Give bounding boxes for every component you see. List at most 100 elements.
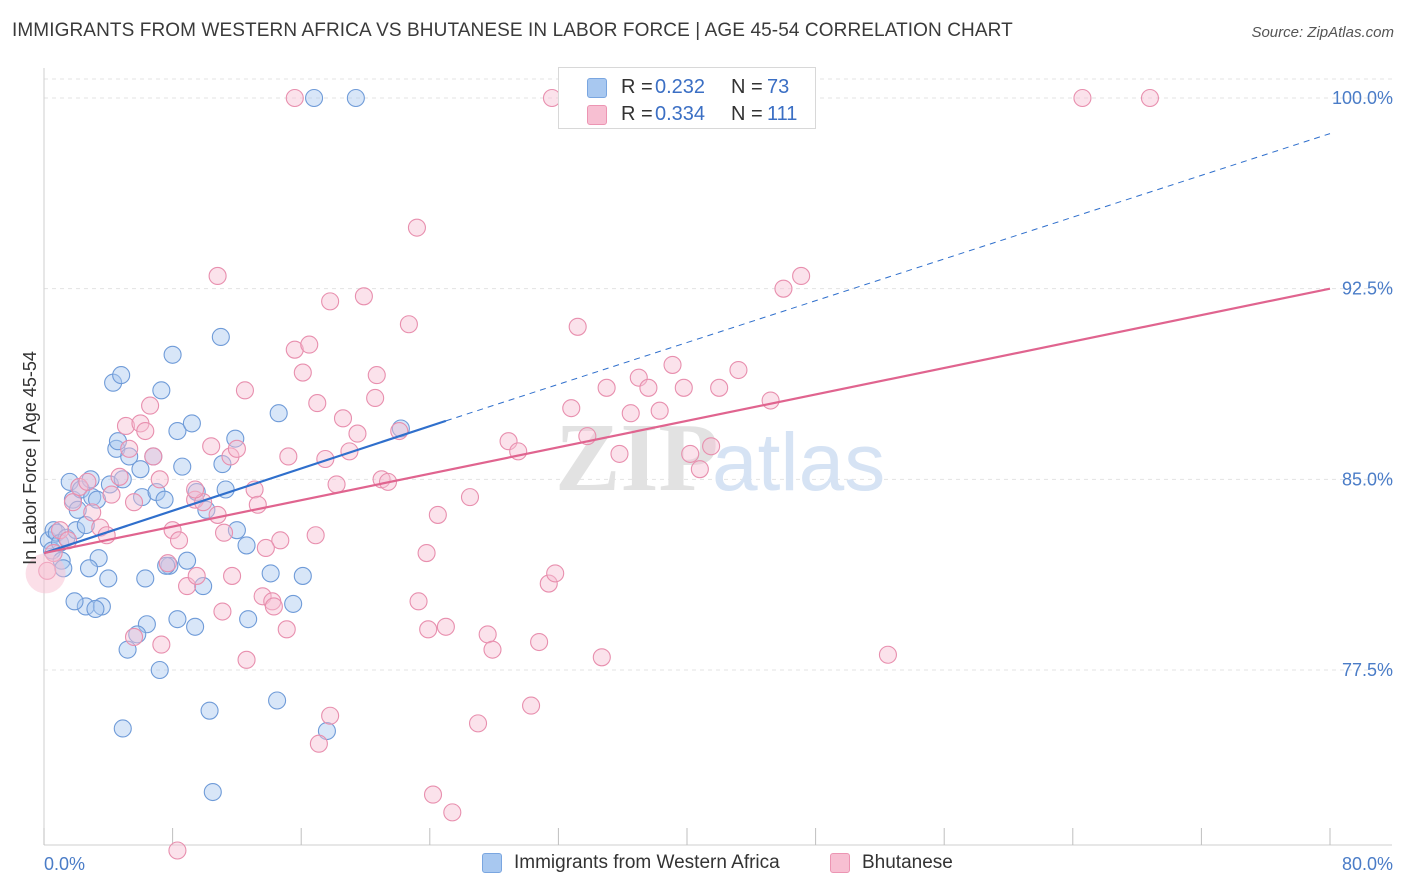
point-bhutanese-93	[237, 650, 256, 669]
point-bhutanese-98	[152, 635, 171, 654]
point-bhutanese-41	[316, 449, 335, 469]
point-bhutanese-27	[208, 505, 227, 524]
point-bhutanese-10	[102, 485, 121, 504]
point-bhutanese-66	[568, 317, 587, 336]
legend-swatch-bhutanese	[587, 105, 607, 125]
point-western-africa-39	[173, 457, 192, 476]
point-bhutanese-42	[321, 292, 340, 311]
point-bhutanese-73	[639, 378, 658, 397]
point-western-africa-58	[268, 691, 287, 710]
trend-line-western-africa-extension	[445, 133, 1331, 422]
point-bhutanese-77	[681, 444, 700, 463]
point-western-africa-35	[155, 490, 174, 509]
legend-n-value: 73	[767, 76, 790, 98]
point-bhutanese-88	[409, 592, 428, 611]
point-bhutanese-91	[443, 803, 462, 822]
legend-series-name: Immigrants from Western Africa	[514, 852, 780, 873]
point-bhutanese-22	[169, 531, 189, 550]
point-bhutanese-92	[468, 714, 488, 733]
legend-swatch-western-africa	[482, 853, 502, 873]
point-bhutanese-14	[124, 493, 144, 512]
point-bhutanese-25	[194, 493, 213, 512]
point-bhutanese-18	[144, 447, 163, 466]
point-bhutanese-37	[285, 340, 304, 359]
chart-title: IMMIGRANTS FROM WESTERN AFRICA VS BHUTAN…	[12, 20, 1013, 41]
point-bhutanese-71	[621, 404, 640, 423]
point-western-africa-37	[163, 345, 182, 364]
point-bhutanese-101	[187, 566, 206, 585]
point-bhutanese-44	[333, 409, 353, 428]
point-bhutanese-38	[293, 363, 312, 382]
legend-r-label: R =	[621, 103, 653, 125]
trend-lines	[43, 133, 1331, 555]
point-bhutanese-80	[710, 378, 729, 397]
point-western-africa-52	[284, 594, 303, 613]
point-western-africa-67	[305, 88, 324, 108]
point-western-africa-28	[112, 366, 131, 385]
point-bhutanese-45	[340, 442, 359, 461]
point-western-africa-31	[136, 569, 155, 588]
y-tick-label-0: 77.5%	[1342, 660, 1393, 680]
point-western-africa-48	[211, 327, 230, 347]
point-bhutanese-90	[423, 785, 443, 804]
point-western-africa-64	[113, 719, 132, 738]
point-western-africa-51	[269, 404, 288, 423]
watermark: ZIP atlas	[555, 404, 885, 512]
point-western-africa-50	[261, 564, 280, 583]
point-bhutanese-87	[208, 266, 227, 286]
point-bhutanese-33	[253, 587, 272, 606]
trend-line-bhutanese	[43, 287, 1331, 555]
point-western-africa-29	[131, 460, 150, 479]
point-bhutanese-47	[354, 287, 373, 306]
point-bhutanese-102	[279, 447, 298, 466]
legend-n-label: N =	[731, 103, 763, 125]
point-western-africa-41	[182, 414, 201, 433]
point-bhutanese-112	[256, 538, 275, 558]
point-western-africa-56	[200, 701, 219, 720]
point-bhutanese-65	[562, 399, 581, 418]
y-tick-label-1: 85.0%	[1342, 469, 1393, 489]
point-bhutanese-89	[419, 620, 438, 639]
point-bhutanese-11	[110, 467, 129, 486]
point-bhutanese-39	[300, 335, 319, 354]
point-western-africa-61	[168, 610, 187, 629]
point-bhutanese-36	[277, 620, 296, 639]
point-western-africa-43	[194, 577, 213, 596]
point-bhutanese-70	[610, 444, 629, 463]
point-bhutanese-110	[483, 640, 502, 659]
axes	[43, 68, 1392, 846]
point-bhutanese-16	[136, 421, 155, 441]
point-bhutanese-100	[223, 566, 242, 585]
point-western-africa-54	[317, 721, 336, 741]
scatter-points	[25, 88, 1160, 860]
legend-swatch-western-africa	[587, 78, 607, 98]
point-bhutanese-62	[530, 632, 549, 652]
point-bhutanese-95	[309, 734, 328, 753]
point-western-africa-71	[128, 625, 147, 644]
point-bhutanese-94	[321, 706, 340, 725]
point-bhutanese-64	[546, 564, 565, 583]
point-bhutanese-108	[186, 480, 205, 499]
point-bhutanese-85	[878, 645, 897, 664]
point-bhutanese-46	[348, 424, 367, 443]
point-bhutanese-31	[235, 381, 254, 400]
point-western-africa-68	[346, 88, 365, 108]
point-bhutanese-40	[308, 394, 327, 413]
point-bhutanese-96	[264, 597, 283, 616]
point-western-africa-25	[113, 470, 132, 489]
point-bhutanese-8	[91, 518, 110, 537]
y-tick-labels: 77.5% 85.0% 92.5% 100.0%	[1332, 88, 1393, 680]
point-western-africa-57	[203, 782, 222, 802]
point-western-africa-49	[237, 536, 256, 555]
point-bhutanese-74	[650, 401, 669, 420]
point-bhutanese-104	[285, 88, 304, 108]
point-bhutanese-57	[460, 488, 480, 507]
watermark-atlas: atlas	[712, 417, 885, 508]
point-bhutanese-13	[120, 439, 139, 458]
point-western-africa-40	[178, 551, 197, 570]
point-bhutanese-75	[663, 355, 682, 374]
point-western-africa-55	[239, 610, 258, 629]
point-bhutanese-61	[522, 696, 541, 715]
trend-line-western-africa	[43, 419, 447, 555]
point-bhutanese-82	[761, 391, 780, 410]
